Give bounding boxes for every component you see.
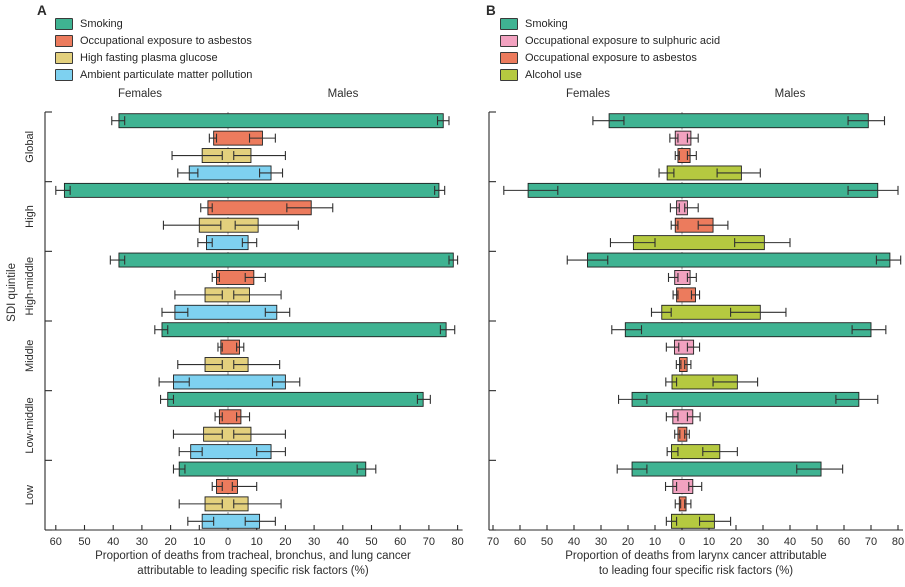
bar xyxy=(174,304,278,320)
x-tick-label: 50 xyxy=(811,536,823,548)
category-label: Low xyxy=(24,485,36,505)
x-tick-label: 10 xyxy=(649,536,661,548)
x-tick-label: 80 xyxy=(451,536,463,548)
category-label: Global xyxy=(24,131,36,163)
panel-a-legend: Smoking Occupational exposure to asbestos… xyxy=(55,15,252,83)
x-tick-label: 60 xyxy=(394,536,406,548)
x-tick-label: 70 xyxy=(865,536,877,548)
legend-item: Occupational exposure to sulphuric acid xyxy=(500,32,720,49)
x-tick-label: 0 xyxy=(225,536,231,548)
legend-label: Ambient particulate matter pollution xyxy=(80,68,253,81)
bar xyxy=(527,182,879,198)
legend-swatch xyxy=(500,68,518,81)
bar xyxy=(167,391,424,407)
panel-a-letter: A xyxy=(37,3,47,18)
legend-item: High fasting plasma glucose xyxy=(55,49,252,66)
x-tick-label: 20 xyxy=(279,536,291,548)
bar xyxy=(118,113,444,129)
bar xyxy=(161,322,447,338)
panel-a-plot: 60 50 40 30 20 10 0 10 20 30 40 50 60 70 80 Global High H… xyxy=(24,111,464,548)
category-label: Middle xyxy=(24,340,36,372)
panel-a-x-axis-title: Proportion of deaths from tracheal, bron… xyxy=(33,549,473,579)
x-tick-label: 30 xyxy=(595,536,607,548)
x-tick-label: 70 xyxy=(487,536,499,548)
legend-label: Alcohol use xyxy=(525,68,582,81)
x-tick-label: 20 xyxy=(730,536,742,548)
x-tick-label: 60 xyxy=(838,536,850,548)
panel-a-x-axis-title-line1: Proportion of deaths from tracheal, bron… xyxy=(95,550,411,562)
category-label: High xyxy=(24,205,36,228)
legend-label: Occupational exposure to asbestos xyxy=(80,34,252,47)
bar xyxy=(63,182,440,198)
panel-b-x-axis-title-line1: Proportion of deaths from larynx cancer … xyxy=(565,550,827,562)
x-tick-label: 40 xyxy=(784,536,796,548)
category-label: Low-middle xyxy=(24,397,36,453)
x-tick-label: 30 xyxy=(308,536,320,548)
bar xyxy=(587,252,891,268)
legend-swatch xyxy=(500,34,518,47)
x-tick-label: 10 xyxy=(251,536,263,548)
bar xyxy=(188,165,272,181)
x-tick-label: 60 xyxy=(50,536,62,548)
bar xyxy=(118,252,454,268)
panel-a-males-header: Males xyxy=(327,88,359,100)
x-tick-label: 40 xyxy=(107,536,119,548)
x-tick-label: 50 xyxy=(365,536,377,548)
x-tick-label: 0 xyxy=(679,536,685,548)
bar xyxy=(631,461,822,477)
legend-swatch xyxy=(55,17,73,30)
panel-b-letter: B xyxy=(486,3,496,18)
x-tick-label: 60 xyxy=(514,536,526,548)
legend-label: Smoking xyxy=(80,17,123,30)
bar xyxy=(624,322,872,338)
panel-a-females-header: Females xyxy=(117,88,163,100)
x-tick-label: 50 xyxy=(78,536,90,548)
legend-swatch xyxy=(500,51,518,64)
x-tick-label: 50 xyxy=(541,536,553,548)
legend-item: Smoking xyxy=(55,15,252,32)
bar xyxy=(631,391,860,407)
legend-swatch xyxy=(55,68,73,81)
x-tick-label: 70 xyxy=(423,536,435,548)
legend-item: Occupational exposure to asbestos xyxy=(500,49,720,66)
legend-label: Smoking xyxy=(525,17,568,30)
panel-b-x-axis-title-line2: to leading four specific risk factors (%… xyxy=(598,565,794,577)
x-tick-label: 10 xyxy=(193,536,205,548)
category-label: High-middle xyxy=(24,257,36,316)
bar xyxy=(178,461,367,477)
x-tick-label: 80 xyxy=(892,536,904,548)
panel-b-males-header: Males xyxy=(774,88,806,100)
legend-label: High fasting plasma glucose xyxy=(80,51,218,64)
x-tick-label: 20 xyxy=(164,536,176,548)
x-tick-label: 30 xyxy=(757,536,769,548)
legend-swatch xyxy=(500,17,518,30)
legend-item: Occupational exposure to asbestos xyxy=(55,32,252,49)
legend-item: Smoking xyxy=(500,15,720,32)
x-tick-label: 20 xyxy=(622,536,634,548)
panel-b-x-axis-title: Proportion of deaths from larynx cancer … xyxy=(476,549,905,579)
panel-b-plot: 70 60 50 40 30 20 10 0 10 20 30 40 50 60 70 80 xyxy=(487,111,904,548)
legend-swatch xyxy=(55,34,73,47)
bar xyxy=(173,374,286,390)
bar xyxy=(608,113,869,129)
x-tick-label: 40 xyxy=(337,536,349,548)
x-tick-label: 40 xyxy=(568,536,580,548)
panel-a-x-axis-title-line2: attributable to leading specific risk fa… xyxy=(137,565,369,577)
x-tick-label: 10 xyxy=(703,536,715,548)
y-axis-title: SDI quintile xyxy=(6,263,18,322)
panel-b-females-header: Females xyxy=(565,88,611,100)
panel-b-legend: Smoking Occupational exposure to sulphuri… xyxy=(500,15,720,83)
x-tick-label: 30 xyxy=(136,536,148,548)
legend-item: Alcohol use xyxy=(500,66,720,83)
legend-label: Occupational exposure to sulphuric acid xyxy=(525,34,721,47)
legend-label: Occupational exposure to asbestos xyxy=(525,51,697,64)
legend-item: Ambient particulate matter pollution xyxy=(55,66,252,83)
legend-swatch xyxy=(55,51,73,64)
